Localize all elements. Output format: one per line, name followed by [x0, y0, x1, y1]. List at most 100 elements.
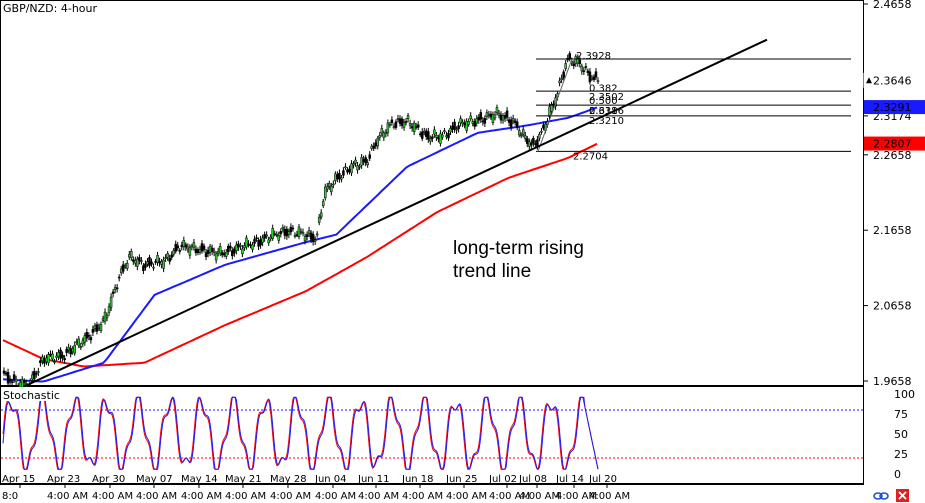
candle-body: [255, 237, 258, 239]
candle-body: [204, 252, 208, 258]
stochastic-tick-label: 25: [894, 448, 908, 461]
candle-body: [441, 134, 444, 138]
candle-body: [194, 248, 198, 254]
link-icon[interactable]: [873, 492, 889, 500]
candle-body: [439, 133, 442, 144]
price-panel-frame: [0, 0, 864, 386]
candle-body: [503, 115, 507, 119]
candle-body: [540, 131, 543, 133]
candle-body: [319, 212, 323, 218]
candle-body: [350, 163, 353, 174]
annotation-line-1: long-term rising: [453, 238, 584, 259]
candle-body: [412, 122, 416, 133]
candle-body: [376, 137, 380, 147]
candle-body: [75, 341, 78, 344]
candle-body: [378, 135, 382, 138]
candle-body: [14, 378, 18, 382]
candle-body: [584, 66, 588, 68]
candle-body: [513, 120, 517, 123]
candle-body: [12, 374, 16, 380]
moving-average-red: [2, 142, 598, 368]
candle-body: [123, 265, 127, 268]
candle-body: [469, 115, 472, 120]
candle-body: [536, 139, 539, 147]
candle-body: [214, 253, 218, 261]
candle-body: [590, 78, 594, 80]
price-tick-label: 2.4658: [873, 0, 912, 11]
ma-red-price-tag: [864, 136, 925, 151]
candle-body: [418, 133, 422, 136]
candle-body: [364, 157, 367, 164]
candle-body: [166, 253, 169, 258]
candle-body: [287, 231, 291, 235]
candle-body: [251, 244, 254, 250]
candle-body: [499, 114, 503, 121]
candle-body: [222, 252, 226, 256]
candle-body: [107, 306, 111, 313]
candle-body: [348, 168, 351, 173]
candle-body: [237, 243, 240, 248]
close-icon[interactable]: [896, 489, 909, 502]
candle-body: [467, 121, 470, 125]
candle-body: [560, 77, 563, 81]
candle-body: [521, 129, 525, 135]
candle-body: [532, 137, 535, 144]
candle-body: [524, 135, 527, 139]
candle-body: [303, 236, 307, 242]
candle-body: [451, 125, 454, 130]
candle-body: [592, 76, 596, 80]
candle-body: [495, 107, 499, 113]
time-label-hour: 4:00 AM: [47, 491, 88, 502]
candle-body: [95, 324, 99, 332]
candle-body: [307, 230, 311, 234]
candle-body: [425, 130, 428, 137]
candle-body: [528, 141, 531, 147]
candle-body: [374, 142, 378, 147]
candle-body: [461, 121, 464, 124]
current-price-tag-bg: [863, 72, 925, 88]
candle-body: [479, 112, 483, 120]
candle-body: [370, 145, 373, 149]
candle-body: [233, 248, 236, 254]
time-label-date: Jun 11: [357, 474, 390, 485]
candle-body: [22, 380, 26, 383]
candle-body: [132, 259, 135, 262]
candle-body: [493, 114, 497, 119]
candle-body: [160, 261, 163, 265]
candle-body: [289, 226, 293, 233]
candle-body: [277, 235, 281, 241]
fibonacci-label: 2.3210: [589, 116, 624, 127]
candle-body: [485, 112, 489, 117]
candle-body: [6, 372, 10, 384]
candle-body: [578, 59, 582, 65]
candle-body: [188, 247, 192, 256]
current-price-marker: [866, 77, 872, 84]
candle-body: [501, 115, 505, 121]
candle-body: [455, 128, 458, 131]
candle-body: [128, 254, 131, 258]
candle-body: [372, 145, 375, 149]
candle-body: [138, 257, 141, 261]
candle-body: [315, 233, 319, 236]
candle-body: [45, 357, 48, 363]
candle-body: [483, 118, 487, 124]
candle-body: [218, 246, 222, 254]
stochastic-main-line: [2, 396, 599, 470]
candle-body: [548, 106, 551, 117]
candle-body: [356, 165, 359, 171]
candle-body: [81, 340, 85, 345]
candle-body: [267, 239, 270, 244]
current-price-label: 2.3646: [873, 74, 912, 87]
candle-body: [220, 252, 224, 256]
candle-body: [390, 119, 394, 123]
candle-body: [433, 129, 436, 135]
ma-blue-price-tag: [864, 100, 925, 115]
candle-body: [519, 134, 523, 137]
candle-body: [235, 244, 238, 251]
time-label-date: Jun 18: [401, 474, 434, 485]
candle-body: [69, 348, 72, 355]
candle-body: [392, 126, 396, 128]
candle-body: [55, 355, 58, 358]
candle-body: [243, 245, 246, 249]
time-label-date: May 14: [181, 474, 218, 485]
